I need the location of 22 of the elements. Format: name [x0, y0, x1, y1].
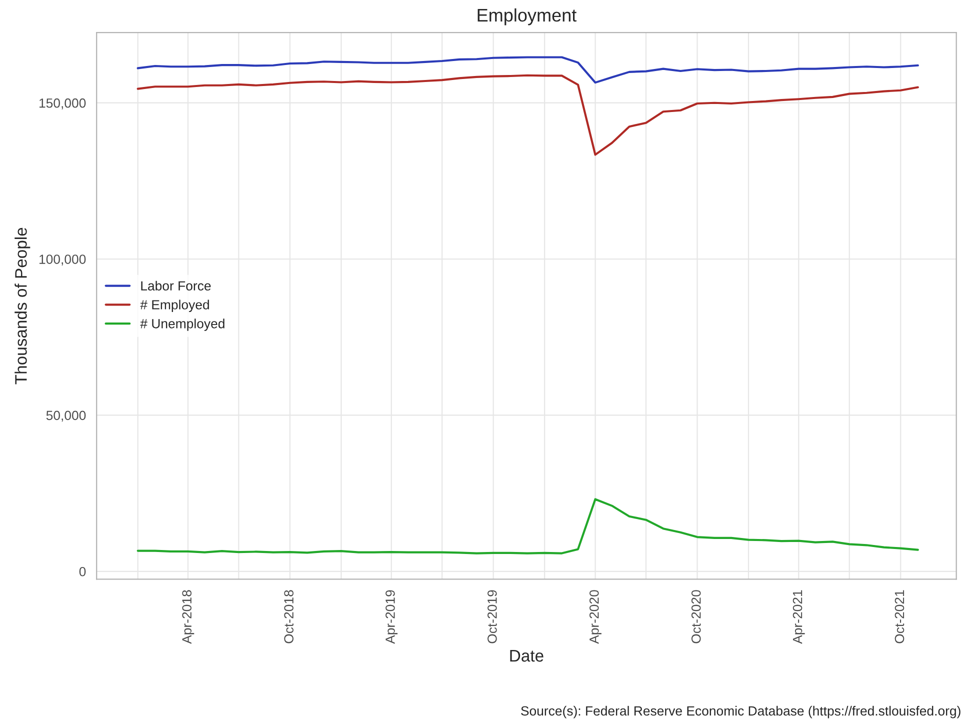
legend-label: # Employed [140, 300, 209, 312]
legend-label: Labor Force [141, 280, 211, 291]
line-series [136, 74, 919, 156]
x-tick-label: Apr-2019 [386, 590, 398, 644]
line-series [136, 56, 919, 84]
x-tick-label: Apr-2020 [589, 590, 602, 644]
legend-label: # Unemployed [140, 318, 224, 331]
x-tick-label: Apr-2021 [792, 590, 805, 644]
source-note: Source(s): Federal Reserve Economic Database (https://fred.stlouisfed.org) [521, 706, 960, 718]
y-tick-label: 50,000 [46, 410, 86, 422]
y-axis-title: Thousands of People [14, 228, 30, 384]
x-tick-label: Oct-2021 [894, 590, 904, 644]
chart-title: Employment [478, 8, 577, 26]
y-tick-label: 0 [79, 566, 86, 576]
line-series [136, 498, 919, 554]
x-tick-label: Oct-2020 [691, 590, 701, 644]
y-tick-label: 150,000 [40, 98, 86, 110]
x-tick-label: Apr-2018 [182, 590, 194, 644]
y-tick-label: 100,000 [40, 254, 86, 266]
x-tick-label: Oct-2018 [284, 590, 294, 644]
x-axis-title: Date [510, 650, 544, 662]
x-tick-label: Oct-2019 [488, 590, 497, 644]
